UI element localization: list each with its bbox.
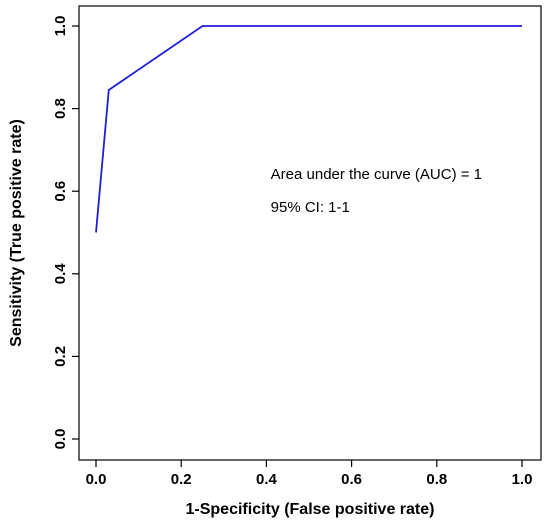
x-tick-label: 0.6: [341, 471, 362, 488]
x-axis: 0.0 0.2 0.4 0.6 0.8 1.0: [86, 460, 533, 488]
x-axis-title: 1-Specificity (False positive rate): [186, 501, 435, 518]
roc-curve-line: [95, 25, 522, 233]
y-axis: 0.0 0.2 0.4 0.6 0.8 1.0: [52, 16, 79, 450]
y-tick-label: 0.8: [52, 98, 69, 119]
annotations: Area under the curve (AUC) = 1 95% CI: 1-…: [271, 166, 482, 216]
x-tick-label: 0.0: [86, 471, 107, 488]
y-tick-label: 0.0: [52, 429, 69, 450]
x-tick-label: 0.4: [256, 471, 278, 488]
y-tick-label: 0.2: [52, 346, 69, 367]
auc-annotation: Area under the curve (AUC) = 1: [271, 166, 482, 183]
plot-frame: [78, 5, 542, 461]
x-tick-label: 0.2: [171, 471, 192, 488]
x-tick-label: 1.0: [512, 471, 533, 488]
y-tick-label: 0.6: [52, 181, 69, 202]
x-tick-label: 0.8: [426, 471, 447, 488]
ci-annotation: 95% CI: 1-1: [271, 199, 350, 216]
y-axis-title: Sensitivity (True positive rate): [8, 119, 25, 347]
y-tick-label: 0.4: [52, 263, 69, 285]
y-tick-label: 1.0: [52, 16, 69, 37]
